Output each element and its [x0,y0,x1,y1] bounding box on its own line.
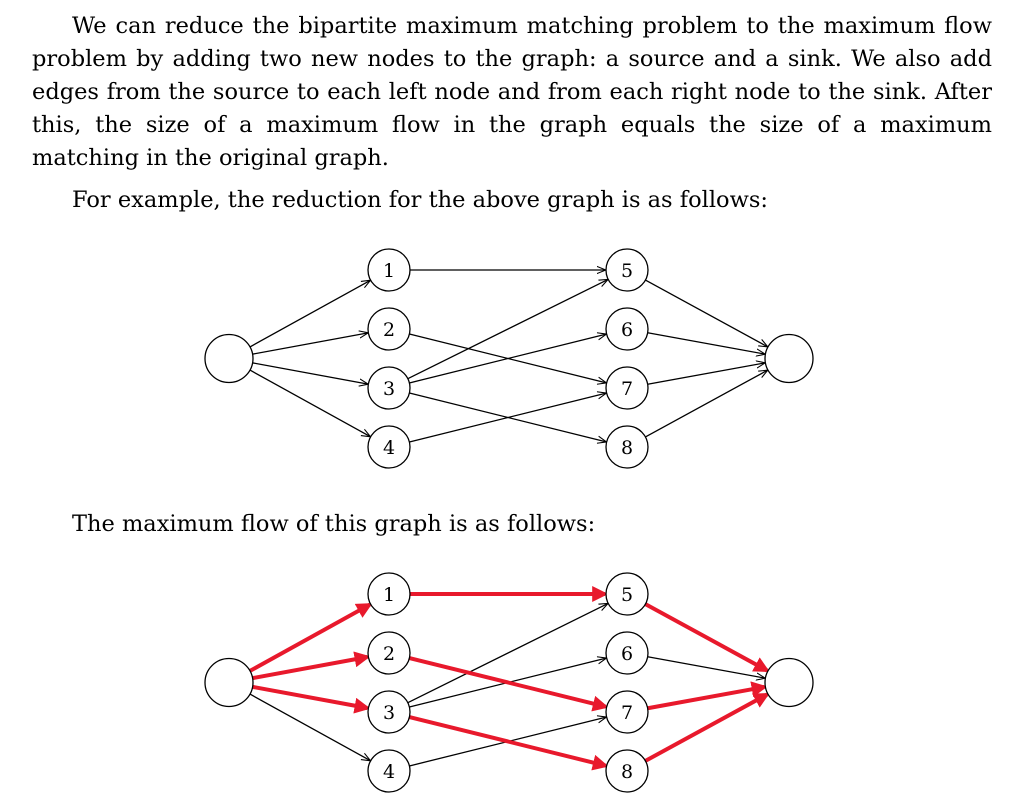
node-circle [764,333,814,384]
reduction-nodes: 1 2 3 4 5 6 7 8 [204,248,814,469]
node-label: 5 [621,584,633,606]
edge-6-t [647,656,765,678]
node-label: 7 [621,702,633,724]
node-label: 3 [383,378,395,400]
flow-sink-node [764,657,814,708]
max-flow-edges [249,586,770,771]
reduction-node-4: 4 [367,425,411,469]
flow-node-8: 8 [605,749,649,793]
flow-node-2: 2 [367,631,411,675]
reduction-node-7: 7 [605,366,649,410]
reduction-node-8: 8 [605,425,649,469]
edge-3-5 [407,604,607,704]
max-flow-nodes: 1 2 3 4 5 6 7 8 [204,572,814,793]
node-circle [367,366,411,410]
edge-s-4 [249,693,370,760]
node-circle [204,333,254,384]
node-circle [204,657,254,708]
flow-edge-2-7 [408,656,609,712]
node-label: 1 [383,584,395,606]
node-circle [367,690,411,734]
node-label: 2 [383,643,395,665]
node-circle [367,248,411,292]
flow-node-5: 5 [605,572,649,616]
node-circle [605,572,649,616]
edge-s-3 [252,362,368,384]
reduction-sink-node [764,333,814,384]
node-label: 6 [621,319,633,341]
reduction-edges [249,270,767,443]
node-label: 4 [383,761,395,783]
node-circle [367,307,411,351]
edge-8-t [645,370,767,438]
flow-node-6: 6 [605,631,649,675]
node-circle [605,631,649,675]
example-text: For example, the reduction for the above… [72,187,768,213]
node-label: 6 [621,643,633,665]
edge-3-5 [407,280,607,380]
reduction-node-2: 2 [367,307,411,351]
flow-edge-s-3 [252,684,371,714]
node-label: 5 [621,260,633,282]
flow-node-1: 1 [367,572,411,616]
node-circle [605,248,649,292]
reduction-node-3: 3 [367,366,411,410]
reduction-source-node [204,333,254,384]
node-label: 8 [621,761,633,783]
edge-3-6 [409,334,605,384]
node-circle [367,425,411,469]
reduction-node-1: 1 [367,248,411,292]
reduction-node-5: 5 [605,248,649,292]
maxflow-paragraph: The maximum flow of this graph is as fol… [32,508,992,541]
edge-4-7 [409,393,605,443]
node-label: 4 [383,437,395,459]
node-label: 1 [383,260,395,282]
node-label: 2 [383,319,395,341]
maxflow-text: The maximum flow of this graph is as fol… [72,511,596,537]
flow-source-node [204,657,254,708]
edge-s-2 [252,333,368,355]
flow-edge-3-8 [408,715,609,771]
flow-node-7: 7 [605,690,649,734]
example-paragraph: For example, the reduction for the above… [32,184,992,217]
node-label: 3 [383,702,395,724]
node-circle [605,307,649,351]
flow-edge-s-2 [252,651,371,681]
node-circle [764,657,814,708]
flow-edge-8-t [644,692,770,763]
node-circle [605,425,649,469]
edge-7-t [647,363,765,385]
intro-text: We can reduce the bipartite maximum matc… [32,13,992,171]
node-circle [367,631,411,675]
edge-6-t [647,332,765,354]
node-circle [605,366,649,410]
reduction-node-6: 6 [605,307,649,351]
node-label: 7 [621,378,633,400]
node-circle [605,749,649,793]
flow-edge-7-t [647,681,768,711]
intro-paragraph: We can reduce the bipartite maximum matc… [32,10,992,175]
edge-s-1 [249,281,370,348]
node-circle [605,690,649,734]
edge-s-4 [249,369,370,436]
flow-node-3: 3 [367,690,411,734]
node-label: 8 [621,437,633,459]
flow-node-4: 4 [367,749,411,793]
edge-5-t [645,279,767,346]
flow-edge-5-t [644,602,770,673]
flow-edge-s-1 [249,602,373,673]
node-circle [367,749,411,793]
node-circle [367,572,411,616]
